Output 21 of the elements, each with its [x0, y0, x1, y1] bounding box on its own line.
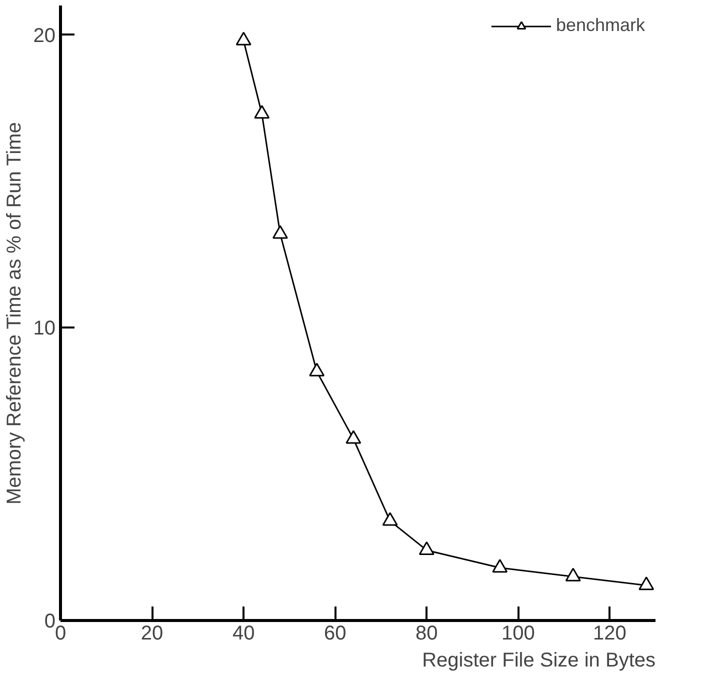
x-tick-label: 40: [232, 622, 255, 644]
point: [565, 568, 581, 582]
point: [638, 576, 654, 590]
point: [272, 225, 288, 239]
point: [382, 512, 398, 526]
y-tick-label: 10: [33, 318, 56, 340]
x-axis-title: Register File Size in Bytes: [422, 650, 656, 672]
point: [492, 558, 508, 573]
legend-label: benchmark: [556, 15, 645, 36]
point: [418, 541, 434, 556]
point: [309, 362, 325, 376]
point: [236, 32, 252, 46]
x-tick-label: 20: [140, 622, 164, 644]
point: [346, 430, 362, 444]
x-tick-label: 60: [324, 622, 346, 644]
point: [254, 105, 270, 119]
x-tick-label: 80: [416, 622, 438, 644]
y-tick-label: 20: [33, 24, 56, 47]
x-tick-label: 100: [502, 622, 535, 644]
x-tick-label: 120: [593, 622, 626, 644]
y-axis-title: Memory Reference Time as % of Run Time: [3, 122, 26, 505]
